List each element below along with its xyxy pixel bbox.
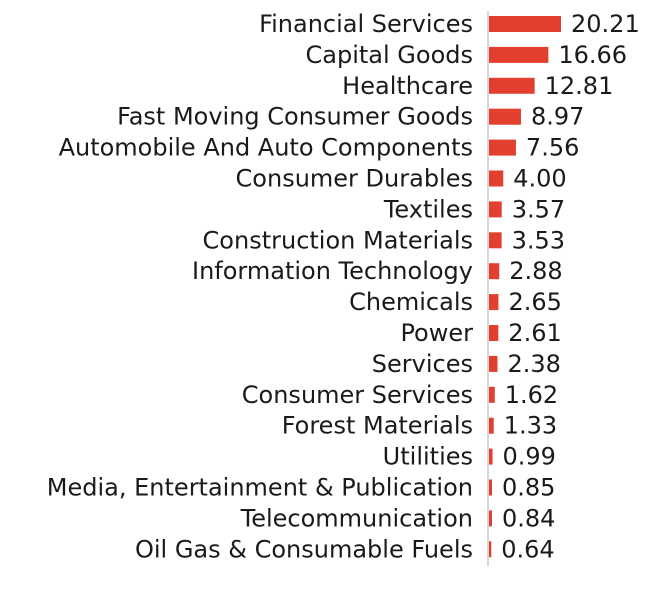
value-label: 8.97 — [531, 103, 584, 131]
value-label: 4.00 — [513, 165, 566, 193]
value-label: 20.21 — [571, 10, 640, 38]
category-label: Forest Materials — [282, 412, 473, 440]
bar — [489, 448, 493, 465]
value-label: 3.53 — [512, 226, 565, 254]
bar — [489, 170, 504, 187]
category-label: Power — [400, 319, 473, 347]
category-label: Automobile And Auto Components — [59, 134, 473, 162]
category-label: Textiles — [383, 195, 473, 223]
bar — [489, 325, 499, 341]
category-label: Financial Services — [259, 10, 473, 38]
value-label: 3.57 — [512, 195, 565, 223]
bar — [489, 16, 561, 32]
value-label: 1.62 — [505, 381, 558, 409]
category-label: Media, Entertainment & Publication — [47, 474, 473, 502]
value-label: 0.64 — [501, 535, 554, 563]
bar — [489, 46, 549, 63]
value-label: 0.99 — [503, 443, 556, 471]
value-label: 1.33 — [504, 412, 557, 440]
value-label: 2.65 — [508, 288, 561, 316]
bar — [489, 232, 502, 249]
category-label: Construction Materials — [203, 226, 473, 254]
category-label: Oil Gas & Consumable Fuels — [135, 535, 473, 563]
value-label: 2.38 — [507, 350, 560, 378]
bar — [489, 139, 516, 156]
category-labels: Financial Services Capital Goods Healthcar… — [47, 10, 473, 563]
category-label: Capital Goods — [306, 41, 473, 69]
bar — [489, 77, 535, 94]
value-labels: 20.21 16.66 12.81 8.97 7.56 4.003.57 3.53 2.88 2… — [501, 10, 639, 563]
bar — [489, 510, 492, 527]
bar — [489, 263, 500, 280]
bar — [489, 386, 495, 403]
category-label: Utilities — [383, 443, 473, 471]
bar — [489, 201, 502, 218]
bar — [489, 479, 493, 496]
bar — [489, 417, 494, 434]
value-label: 7.56 — [526, 134, 579, 162]
value-label: 12.81 — [545, 72, 614, 100]
value-label: 0.85 — [502, 474, 555, 502]
bar — [489, 294, 499, 311]
value-label: 0.84 — [502, 504, 555, 532]
category-label: Chemicals — [349, 288, 473, 316]
category-label: Healthcare — [342, 72, 473, 100]
category-label: Information Technology — [192, 257, 473, 285]
category-label: Services — [372, 350, 473, 378]
bar — [489, 355, 498, 372]
category-label: Consumer Durables — [236, 165, 473, 193]
category-label: Consumer Services — [242, 381, 473, 409]
bar — [489, 108, 521, 125]
value-label: 2.61 — [508, 319, 561, 347]
value-label: 2.88 — [509, 257, 562, 285]
category-label: Telecommunication — [240, 504, 473, 532]
bars — [489, 16, 561, 558]
value-label: 16.66 — [558, 41, 627, 69]
bar — [489, 541, 492, 558]
category-label: Fast Moving Consumer Goods — [117, 103, 473, 131]
